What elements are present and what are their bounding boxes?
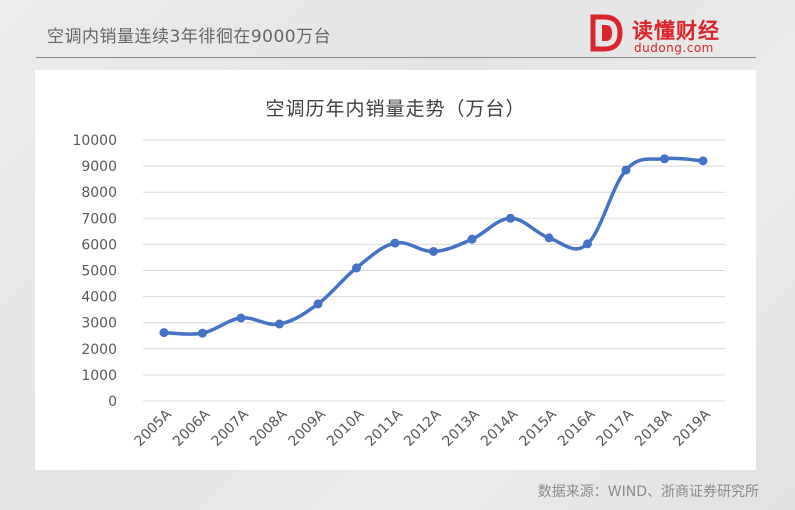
x-tick-label: 2012A: [401, 406, 445, 450]
line-chart: 0 1000 2000 3000 4000 5000 6000 7000 8000 9000 100…: [72, 133, 725, 450]
data-point: [506, 213, 515, 223]
brand-logo: 读懂财经 dudong.com: [590, 12, 740, 56]
data-point: [660, 154, 669, 164]
chart-title: 空调历年内销量走势（万台）: [265, 98, 526, 120]
y-tick-label: 8000: [81, 185, 117, 201]
data-point: [313, 299, 323, 309]
x-tick-label: 2013A: [440, 406, 484, 450]
x-tick-label: 2006A: [170, 406, 214, 450]
x-tick-label: 2019A: [671, 406, 715, 450]
data-source-note: 数据来源：WIND、浙商证券研究所: [537, 484, 759, 500]
y-tick-label: 9000: [81, 159, 117, 175]
y-tick-label: 0: [108, 394, 117, 410]
logo-wordmark: 读懂财经: [632, 19, 720, 43]
data-point: [429, 246, 438, 256]
x-tick-label: 2005A: [132, 406, 176, 450]
logo-mark-icon: [590, 14, 623, 52]
x-tick-label: 2010A: [324, 406, 368, 450]
series-line: [163, 156, 704, 336]
y-tick-label: 5000: [81, 264, 117, 280]
y-tick-label: 7000: [81, 211, 117, 227]
data-point: [544, 233, 554, 243]
data-point: [390, 238, 400, 248]
y-tick-label: 1000: [81, 368, 117, 384]
x-tick-label: 2016A: [555, 406, 599, 450]
y-tick-label: 4000: [81, 290, 117, 306]
x-tick-label: 2007A: [209, 406, 253, 450]
data-point: [159, 328, 169, 338]
data-point: [467, 234, 477, 244]
y-tick-label: 3000: [81, 316, 117, 332]
x-tick-label: 2015A: [517, 406, 561, 450]
x-tick-label: 2011A: [363, 406, 407, 450]
data-point: [698, 156, 708, 166]
data-point: [352, 263, 361, 273]
data-point: [198, 328, 207, 338]
y-tick-label: 2000: [81, 342, 117, 358]
chart-panel: 空调历年内销量走势（万台） 0 1000 2000 3000 4000 5000 6000 7…: [35, 70, 756, 470]
x-tick-label: 2018A: [632, 406, 676, 450]
page-headline: 空调内销量连续3年徘徊在9000万台: [47, 27, 332, 47]
x-tick-label: 2009A: [286, 406, 330, 450]
data-point: [275, 319, 284, 329]
logo-domain: dudong.com: [634, 41, 714, 55]
data-point: [621, 165, 631, 175]
x-tick-label: 2017A: [594, 406, 638, 450]
y-tick-label: 10000: [72, 133, 117, 149]
data-point: [236, 313, 246, 323]
x-tick-label: 2008A: [247, 406, 291, 450]
x-tick-label: 2014A: [478, 406, 522, 450]
y-tick-label: 6000: [81, 237, 117, 253]
header-divider: [36, 57, 756, 58]
data-point: [583, 239, 592, 249]
